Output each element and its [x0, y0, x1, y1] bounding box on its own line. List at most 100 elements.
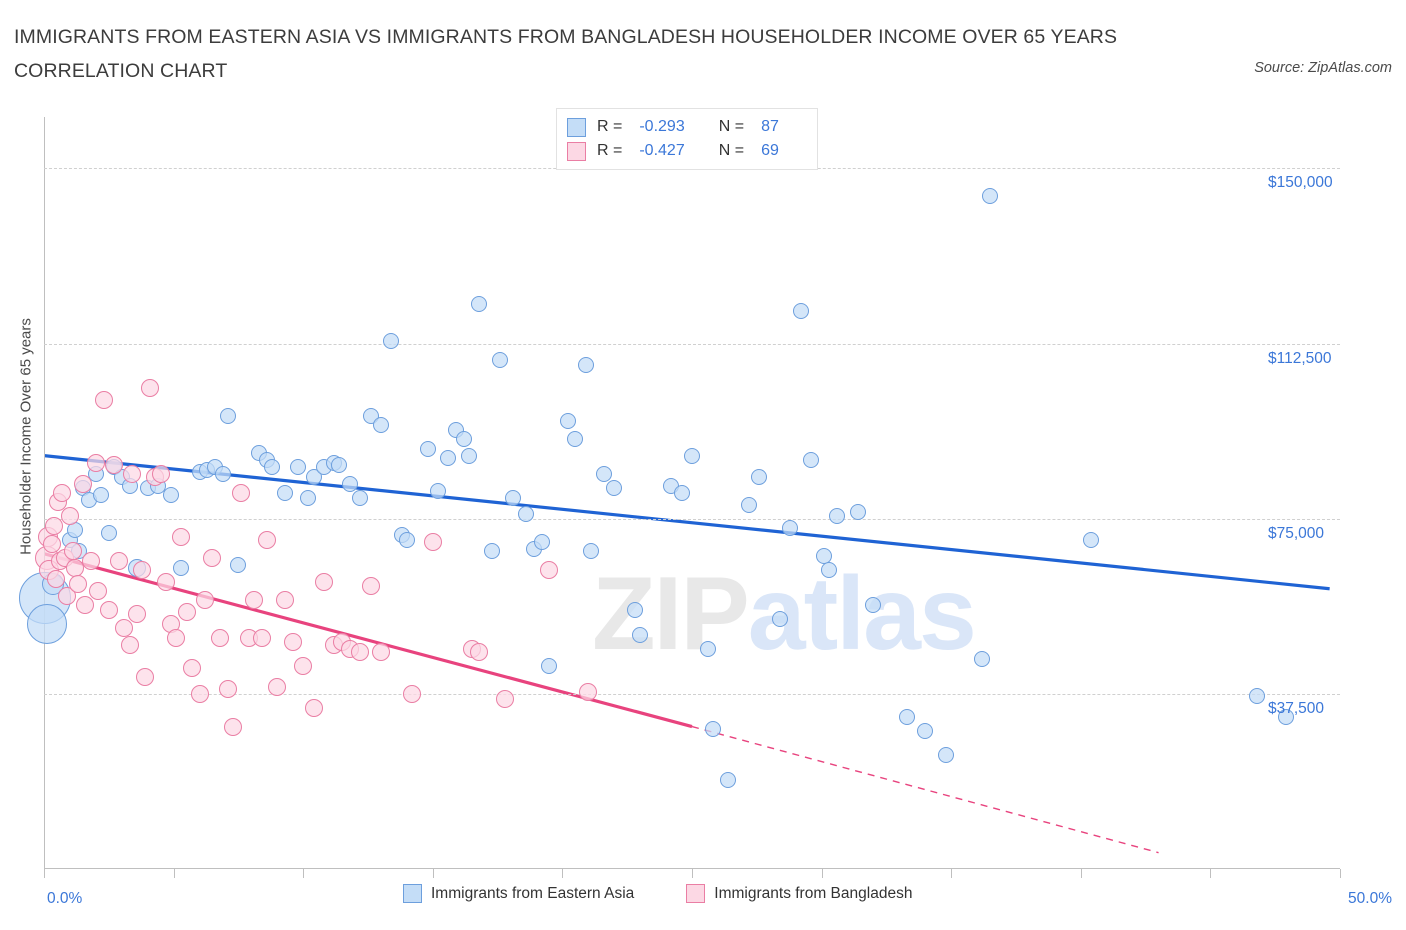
scatter-point[interactable] [518, 506, 535, 523]
scatter-point[interactable] [341, 475, 358, 492]
scatter-point[interactable] [595, 466, 612, 483]
scatter-point[interactable] [163, 487, 179, 504]
scatter-point[interactable] [371, 642, 390, 661]
scatter-point[interactable] [151, 465, 170, 484]
scatter-point[interactable] [351, 642, 370, 661]
scatter-point[interactable] [73, 474, 92, 493]
scatter-point[interactable] [173, 559, 190, 576]
scatter-point[interactable] [203, 549, 222, 568]
scatter-point[interactable] [540, 561, 559, 580]
scatter-point[interactable] [133, 561, 152, 580]
scatter-point[interactable] [849, 503, 866, 520]
scatter-point[interactable] [128, 605, 147, 624]
scatter-point[interactable] [559, 412, 576, 429]
scatter-point[interactable] [63, 542, 82, 561]
series-legend-swatch-bangladesh[interactable] [686, 884, 706, 903]
scatter-point[interactable] [100, 524, 117, 541]
scatter-point[interactable] [314, 572, 333, 591]
scatter-point[interactable] [93, 487, 110, 504]
scatter-point[interactable] [582, 543, 599, 560]
scatter-point[interactable] [252, 628, 271, 647]
scatter-point[interactable] [865, 597, 882, 614]
scatter-point[interactable] [190, 684, 209, 703]
scatter-point[interactable] [120, 635, 139, 654]
scatter-point[interactable] [26, 603, 67, 644]
scatter-point[interactable] [53, 484, 72, 502]
scatter-point[interactable] [899, 709, 916, 726]
scatter-point[interactable] [720, 772, 737, 789]
scatter-point[interactable] [141, 378, 160, 397]
scatter-point[interactable] [440, 449, 457, 466]
scatter-point[interactable] [938, 746, 955, 763]
scatter-point[interactable] [704, 720, 721, 737]
scatter-point[interactable] [496, 689, 515, 708]
scatter-point[interactable] [224, 717, 243, 736]
scatter-point[interactable] [60, 507, 79, 526]
scatter-point[interactable] [244, 591, 263, 610]
scatter-point[interactable] [300, 489, 317, 506]
scatter-point[interactable] [220, 407, 237, 424]
scatter-point[interactable] [577, 356, 594, 373]
scatter-point[interactable] [361, 577, 380, 596]
scatter-point[interactable] [136, 668, 155, 687]
scatter-point[interactable] [398, 531, 415, 548]
scatter-point[interactable] [94, 390, 113, 409]
scatter-point[interactable] [403, 684, 422, 703]
scatter-point[interactable] [89, 582, 108, 601]
scatter-point[interactable] [821, 562, 838, 579]
series-legend-label-eastern-asia[interactable]: Immigrants from Eastern Asia [431, 884, 635, 902]
scatter-point[interactable] [673, 485, 690, 501]
scatter-point[interactable] [741, 496, 758, 513]
scatter-point[interactable] [110, 551, 129, 570]
scatter-point[interactable] [331, 456, 348, 473]
scatter-point[interactable] [214, 466, 231, 483]
scatter-point[interactable] [86, 453, 105, 472]
scatter-point[interactable] [294, 656, 313, 675]
scatter-point[interactable] [471, 295, 488, 312]
scatter-point[interactable] [230, 557, 247, 574]
scatter-point[interactable] [68, 575, 87, 594]
scatter-point[interactable] [182, 659, 201, 678]
scatter-point[interactable] [104, 455, 123, 474]
scatter-point[interactable] [177, 603, 196, 622]
scatter-point[interactable] [81, 551, 100, 570]
scatter-point[interactable] [782, 520, 799, 537]
scatter-point[interactable] [167, 628, 186, 647]
scatter-point[interactable] [123, 465, 142, 484]
scatter-point[interactable] [505, 489, 522, 506]
scatter-point[interactable] [42, 535, 61, 554]
scatter-point[interactable] [423, 533, 442, 552]
scatter-point[interactable] [803, 452, 820, 469]
scatter-point[interactable] [1249, 688, 1266, 705]
scatter-point[interactable] [99, 600, 118, 619]
scatter-point[interactable] [429, 482, 446, 499]
scatter-point[interactable] [195, 591, 214, 610]
scatter-point[interactable] [626, 601, 643, 618]
scatter-point[interactable] [974, 650, 991, 667]
series-legend-label-bangladesh[interactable]: Immigrants from Bangladesh [714, 884, 913, 902]
scatter-point[interactable] [792, 302, 809, 319]
scatter-point[interactable] [231, 484, 250, 502]
scatter-point[interactable] [470, 642, 489, 661]
scatter-point[interactable] [277, 485, 294, 501]
scatter-point[interactable] [982, 188, 999, 205]
scatter-point[interactable] [268, 677, 287, 696]
scatter-point[interactable] [567, 431, 584, 448]
scatter-point[interactable] [383, 333, 400, 350]
scatter-point[interactable] [1083, 531, 1100, 548]
scatter-point[interactable] [1277, 709, 1294, 726]
scatter-point[interactable] [484, 543, 501, 560]
scatter-point[interactable] [257, 530, 276, 549]
scatter-point[interactable] [352, 489, 369, 506]
series-legend-swatch-eastern-asia[interactable] [403, 884, 422, 903]
scatter-point[interactable] [304, 698, 323, 717]
scatter-point[interactable] [276, 591, 295, 610]
scatter-point[interactable] [419, 440, 436, 457]
scatter-point[interactable] [772, 611, 789, 628]
scatter-point[interactable] [283, 633, 302, 652]
scatter-point[interactable] [533, 534, 550, 551]
scatter-point[interactable] [541, 657, 558, 674]
scatter-point[interactable] [211, 628, 230, 647]
scatter-point[interactable] [172, 528, 191, 547]
scatter-point[interactable] [829, 508, 846, 525]
